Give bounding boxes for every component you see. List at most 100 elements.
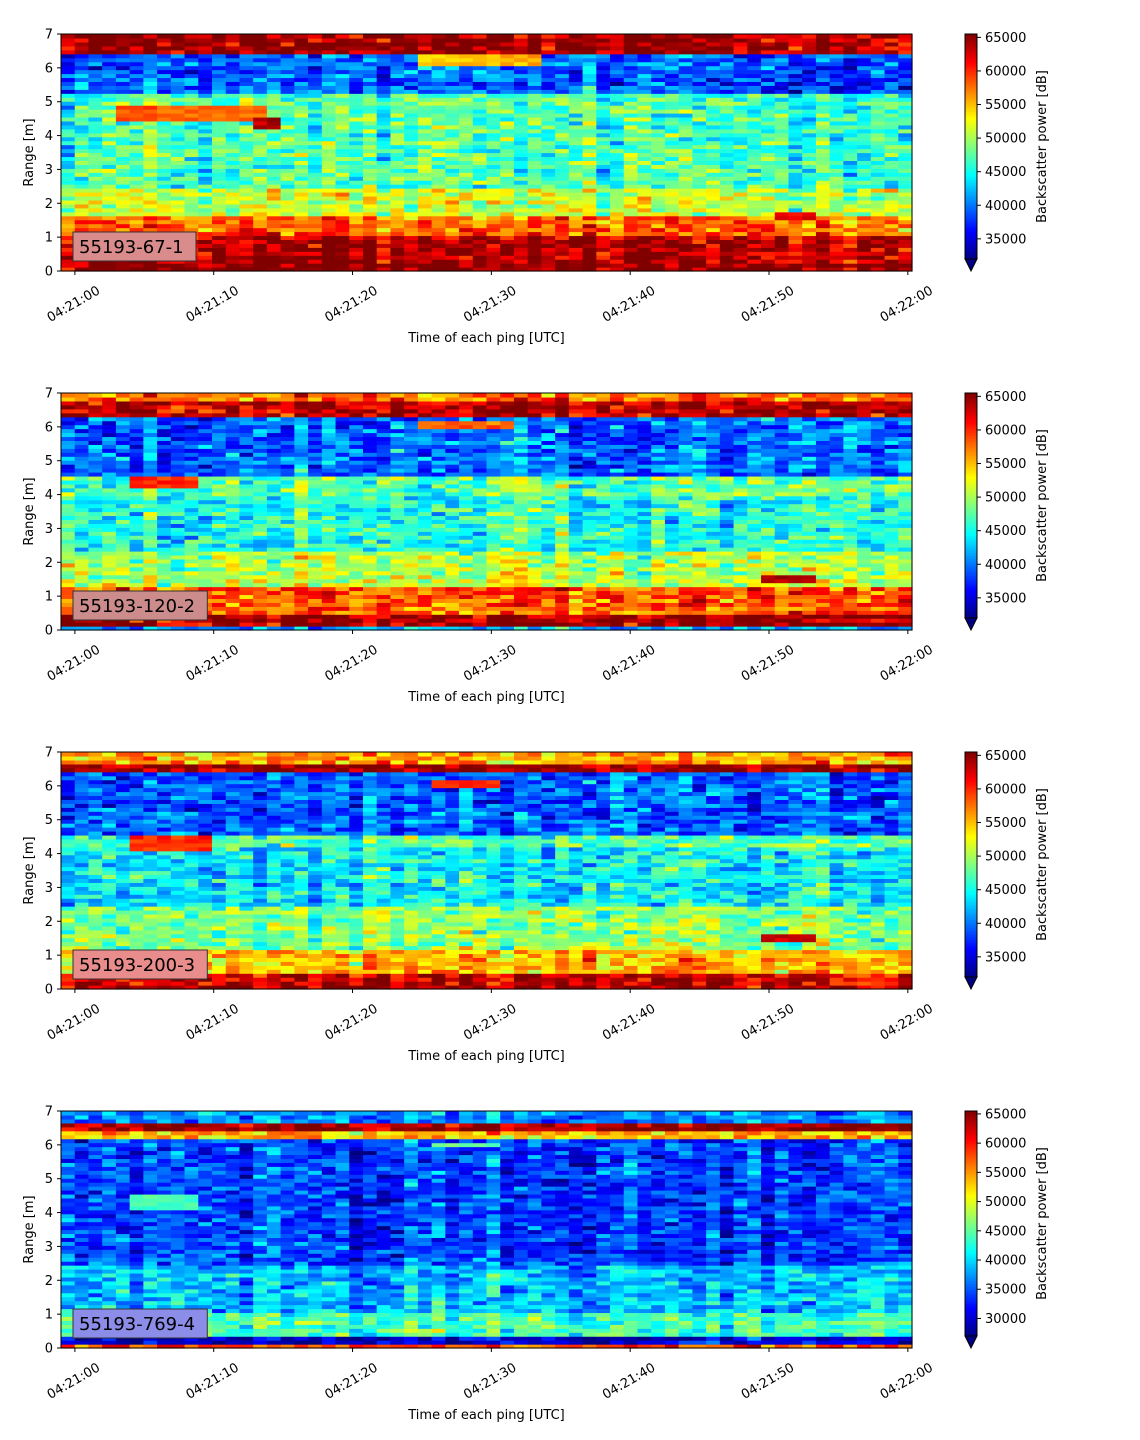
heatmap-cell <box>637 141 651 146</box>
heatmap-cell <box>308 42 322 47</box>
heatmap-cell <box>390 180 404 185</box>
heatmap-cell <box>432 606 446 611</box>
heatmap-cell <box>336 575 350 580</box>
heatmap-cell <box>898 587 912 592</box>
heatmap-cell <box>473 42 487 47</box>
heatmap-cell <box>404 38 418 43</box>
heatmap-cell <box>294 141 308 146</box>
heatmap-cell <box>432 172 446 177</box>
heatmap-cell <box>308 117 322 122</box>
heatmap-cell <box>734 121 748 126</box>
heatmap-cell <box>843 125 857 130</box>
heatmap-cell <box>185 89 199 94</box>
heatmap-cell <box>363 591 377 596</box>
heatmap-cell <box>555 125 569 130</box>
heatmap-cell <box>198 42 212 47</box>
heatmap-cell <box>143 587 157 592</box>
heatmap-cell <box>390 192 404 197</box>
heatmap-cell <box>322 81 336 86</box>
heatmap-cell <box>281 156 295 161</box>
heatmap-cell <box>75 54 89 59</box>
heatmap-cell <box>390 164 404 169</box>
colorbar: 35000400004500050000550006000065000Backs… <box>965 31 1050 271</box>
heatmap-cell <box>569 172 583 177</box>
heatmap-cell <box>61 184 75 189</box>
heatmap-cell <box>336 180 350 185</box>
heatmap-cell <box>61 85 75 90</box>
heatmap-cell <box>692 117 706 122</box>
heatmap-cell <box>157 70 171 75</box>
heatmap-cell <box>363 192 377 197</box>
heatmap-cell <box>734 618 748 623</box>
heatmap-cell <box>788 614 802 619</box>
heatmap-cell <box>637 42 651 47</box>
heatmap-cell <box>349 614 363 619</box>
heatmap-cell <box>363 235 377 240</box>
heatmap-cell <box>404 235 418 240</box>
heatmap-cell <box>253 598 267 603</box>
heatmap-cell <box>130 204 144 209</box>
heatmap-cell <box>253 614 267 619</box>
heatmap-cell <box>363 212 377 217</box>
heatmap-cell <box>390 618 404 623</box>
heatmap-cell <box>432 141 446 146</box>
heatmap-cell <box>253 101 267 106</box>
heatmap-cell <box>294 563 308 568</box>
heatmap-cell <box>569 176 583 181</box>
heatmap-cell <box>253 212 267 217</box>
heatmap-cell <box>500 153 514 158</box>
heatmap-cell <box>445 610 459 615</box>
heatmap-cell <box>734 224 748 229</box>
heatmap-cell <box>596 184 610 189</box>
heatmap-cell <box>816 105 830 110</box>
heatmap-cell <box>445 156 459 161</box>
heatmap-cell <box>61 97 75 102</box>
heatmap-cell <box>610 145 624 150</box>
heatmap-cell <box>75 204 89 209</box>
heatmap-cell <box>500 594 514 599</box>
heatmap-cell <box>665 598 679 603</box>
heatmap-cell <box>432 591 446 596</box>
heatmap-cell <box>143 113 157 118</box>
heatmap-cell <box>761 200 775 205</box>
heatmap-cell <box>857 109 871 114</box>
y-tick-label: 0 <box>45 265 53 280</box>
heatmap-cell <box>665 62 679 67</box>
heatmap-cell <box>61 89 75 94</box>
heatmap-cell <box>61 81 75 86</box>
heatmap-cell <box>226 81 240 86</box>
heatmap-cell <box>418 125 432 130</box>
heatmap-cell <box>349 583 363 588</box>
heatmap-cell <box>802 121 816 126</box>
heatmap-cell <box>610 137 624 142</box>
heatmap-cell <box>432 208 446 213</box>
heatmap-cell <box>294 133 308 138</box>
heatmap-cell <box>198 204 212 209</box>
heatmap-cell <box>898 93 912 98</box>
heatmap-cell <box>500 220 514 225</box>
heatmap-cell <box>226 567 240 572</box>
heatmap-cell <box>308 77 322 82</box>
heatmap-cell <box>130 571 144 576</box>
heatmap-cell <box>322 228 336 233</box>
heatmap-cell <box>404 141 418 146</box>
heatmap-cell <box>816 85 830 90</box>
heatmap-cell <box>898 606 912 611</box>
heatmap-cell <box>322 42 336 47</box>
heatmap-cell <box>734 232 748 237</box>
heatmap-cell <box>308 145 322 150</box>
heatmap-cell <box>665 571 679 576</box>
heatmap-cell <box>761 204 775 209</box>
heatmap-cell <box>445 192 459 197</box>
heatmap-cell <box>267 263 281 268</box>
heatmap-cell <box>816 160 830 165</box>
heatmap-cell <box>720 192 734 197</box>
heatmap-cell <box>747 583 761 588</box>
heatmap-cell <box>239 176 253 181</box>
heatmap-cell <box>871 164 885 169</box>
heatmap-cell <box>322 160 336 165</box>
heatmap-cell <box>610 121 624 126</box>
heatmap-cell <box>651 247 665 252</box>
heatmap-cell <box>706 587 720 592</box>
heatmap-cell <box>322 66 336 71</box>
